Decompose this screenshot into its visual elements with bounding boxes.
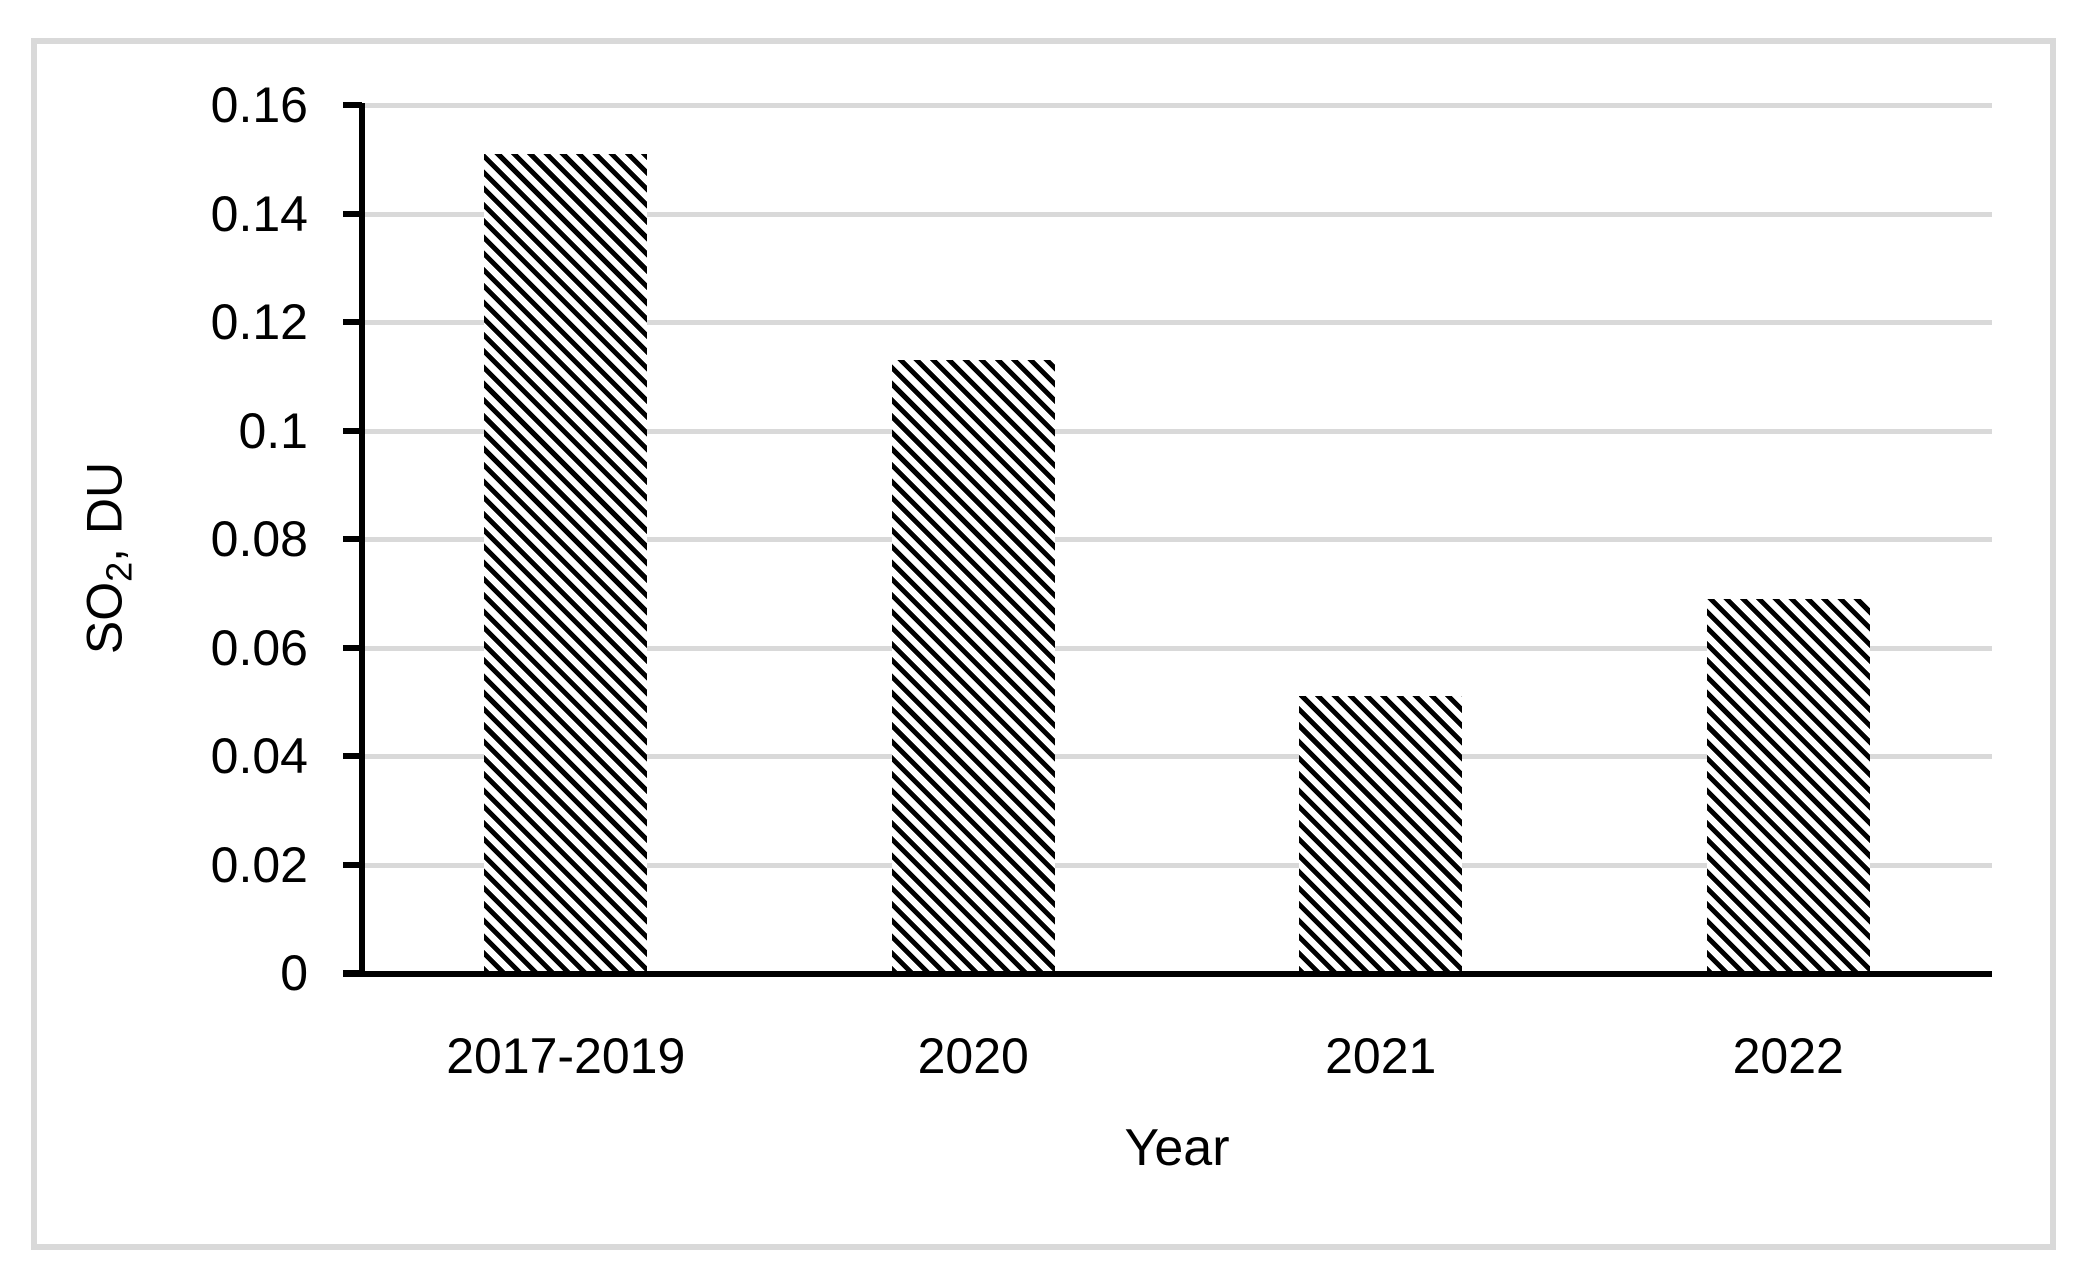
x-category-label-2021: 2021 bbox=[1325, 1028, 1437, 1084]
y-tick-0.02 bbox=[343, 861, 362, 868]
x-category-label-2017-2019: 2017-2019 bbox=[446, 1028, 686, 1084]
y-tick-label-0: 0 bbox=[280, 945, 308, 1001]
y-axis-title-prefix: SO bbox=[76, 581, 133, 655]
bar-2020 bbox=[891, 359, 1055, 973]
y-tick-label-0.14: 0.14 bbox=[210, 185, 308, 242]
gridline-0.14 bbox=[362, 211, 1992, 217]
gridline-0.04 bbox=[362, 754, 1992, 759]
y-tick-label-0.04: 0.04 bbox=[210, 728, 308, 784]
y-axis-title-suffix: , DU bbox=[76, 461, 133, 562]
gridline-0.12 bbox=[362, 320, 1992, 325]
gridline-0.06 bbox=[362, 645, 1992, 651]
x-category-label-2022: 2022 bbox=[1732, 1028, 1844, 1084]
y-tick-label-0.16: 0.16 bbox=[210, 77, 308, 133]
y-tick-label-0.1: 0.1 bbox=[238, 402, 308, 459]
y-axis-title: SO2, DU bbox=[75, 462, 150, 654]
y-tick-label-0.08: 0.08 bbox=[210, 511, 308, 567]
gridline-0.02 bbox=[362, 862, 1992, 868]
gridline-0.16 bbox=[362, 103, 1992, 108]
y-tick-0 bbox=[343, 970, 362, 976]
y-tick-0.12 bbox=[343, 319, 362, 325]
y-tick-label-0.02: 0.02 bbox=[210, 836, 308, 893]
y-tick-label-0.12: 0.12 bbox=[210, 294, 308, 350]
y-tick-0.08 bbox=[343, 536, 362, 542]
bar-2021 bbox=[1299, 696, 1463, 973]
y-tick-0.04 bbox=[343, 753, 362, 759]
y-tick-0.06 bbox=[343, 644, 362, 651]
y-axis-title-subscript: 2 bbox=[98, 561, 140, 582]
x-category-label-2020: 2020 bbox=[917, 1028, 1029, 1084]
bar-2022 bbox=[1706, 598, 1870, 973]
y-tick-0.1 bbox=[343, 427, 362, 434]
y-tick-label-0.06: 0.06 bbox=[210, 619, 308, 676]
bar-2017-2019 bbox=[484, 153, 648, 973]
y-tick-0.16 bbox=[343, 102, 362, 108]
x-axis-line bbox=[343, 971, 1992, 977]
y-tick-0.14 bbox=[343, 210, 362, 217]
gridline-0.1 bbox=[362, 428, 1992, 434]
y-axis-line bbox=[359, 103, 365, 976]
x-axis-title: Year bbox=[1124, 1119, 1230, 1177]
gridline-0.08 bbox=[362, 537, 1992, 542]
